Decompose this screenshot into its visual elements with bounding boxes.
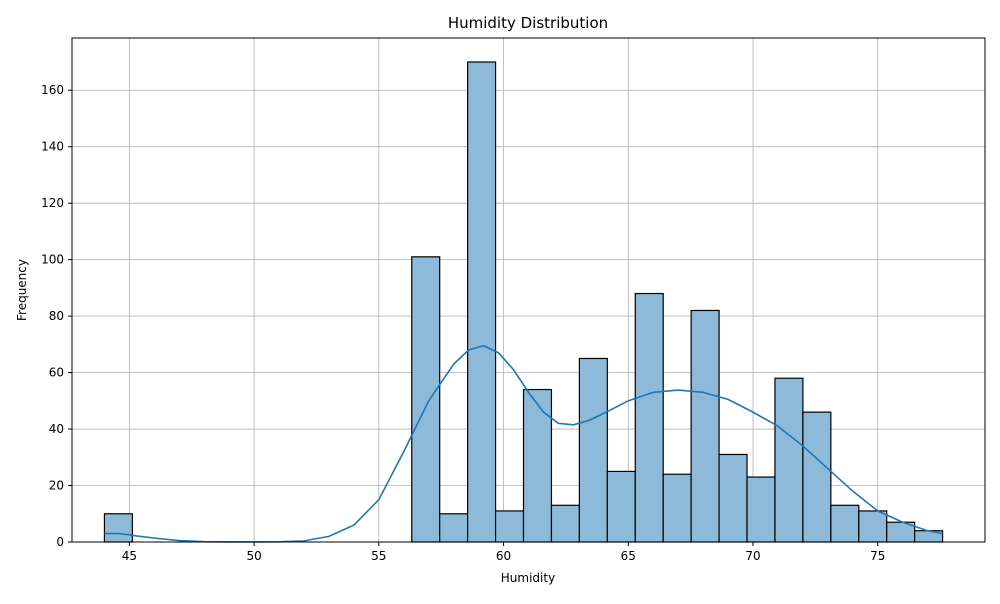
histogram-bar [858, 510, 888, 543]
histogram-bar [411, 256, 441, 543]
histogram-bar [578, 357, 608, 543]
y-tick-label: 40 [49, 422, 64, 436]
y-tick-label: 0 [56, 535, 64, 549]
y-axis-title: Frequency [15, 259, 29, 321]
histogram-bar [467, 61, 497, 543]
x-tick-label: 75 [870, 549, 885, 563]
y-axis-ticks: 0 20 40 60 80 100 120 140 160 [41, 83, 72, 549]
x-tick-label: 70 [745, 549, 760, 563]
histogram-bar [774, 377, 804, 543]
histogram-bars [103, 61, 944, 543]
y-tick-label: 120 [41, 196, 64, 210]
chart-title: Humidity Distribution [448, 14, 608, 32]
histogram-bar [662, 473, 692, 543]
grid [72, 38, 985, 543]
histogram-bar [802, 411, 832, 543]
histogram-bar [718, 453, 748, 543]
y-tick-label: 20 [49, 479, 64, 493]
x-tick-label: 45 [122, 549, 137, 563]
histogram-bar [550, 504, 580, 543]
histogram-bar [690, 309, 720, 543]
plot-frame [71, 37, 986, 543]
y-tick-label: 140 [41, 140, 64, 154]
histogram-bar [830, 504, 860, 543]
histogram-bar [494, 510, 525, 543]
histogram-bar [606, 470, 636, 543]
histogram-bar [746, 476, 776, 543]
histogram-bar [522, 388, 553, 543]
y-tick-label: 80 [49, 309, 64, 323]
histogram-bar [439, 513, 469, 543]
x-axis-title: Humidity [501, 571, 555, 585]
x-tick-label: 55 [371, 549, 386, 563]
x-tick-label: 50 [246, 549, 261, 563]
y-tick-label: 100 [41, 253, 64, 267]
x-axis-ticks: 45 50 55 60 65 70 75 [122, 542, 885, 563]
histogram-bar [634, 292, 664, 543]
y-tick-label: 60 [49, 366, 64, 380]
y-tick-label: 160 [41, 83, 64, 97]
x-tick-label: 60 [496, 549, 511, 563]
histogram-bar [103, 513, 133, 543]
x-tick-label: 65 [621, 549, 636, 563]
